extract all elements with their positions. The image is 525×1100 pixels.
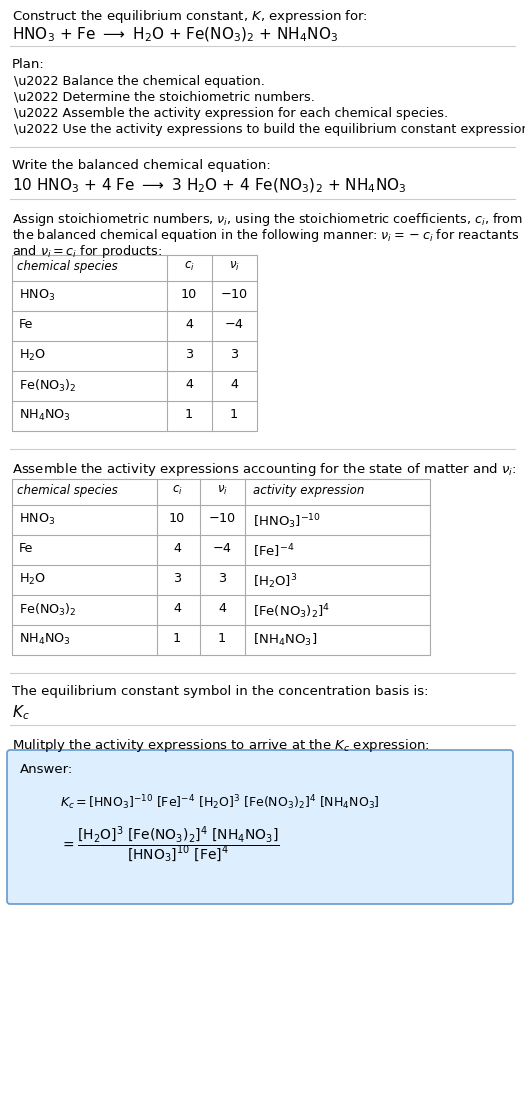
Text: $[\mathrm{Fe}]^{-4}$: $[\mathrm{Fe}]^{-4}$ — [253, 542, 295, 560]
Text: $\mathrm{Fe(NO_3)_2}$: $\mathrm{Fe(NO_3)_2}$ — [19, 378, 77, 394]
Text: 3: 3 — [185, 348, 193, 361]
Text: $\mathrm{NH_4NO_3}$: $\mathrm{NH_4NO_3}$ — [19, 632, 71, 647]
Text: $K_c$: $K_c$ — [12, 703, 30, 722]
Text: $K_c = [\mathrm{HNO_3}]^{-10}\ [\mathrm{Fe}]^{-4}\ [\mathrm{H_2O}]^{3}\ [\mathrm: $K_c = [\mathrm{HNO_3}]^{-10}\ [\mathrm{… — [60, 793, 380, 812]
Text: Assign stoichiometric numbers, $\nu_i$, using the stoichiometric coefficients, $: Assign stoichiometric numbers, $\nu_i$, … — [12, 211, 523, 228]
Text: $-10$: $-10$ — [220, 288, 248, 301]
FancyBboxPatch shape — [7, 750, 513, 904]
Text: activity expression: activity expression — [253, 484, 364, 497]
Text: chemical species: chemical species — [17, 484, 118, 497]
Text: Answer:: Answer: — [20, 763, 74, 776]
Text: $c_i$: $c_i$ — [172, 484, 182, 497]
Text: Mulitply the activity expressions to arrive at the $K_c$ expression:: Mulitply the activity expressions to arr… — [12, 737, 430, 754]
Text: $\mathrm{H_2O}$: $\mathrm{H_2O}$ — [19, 348, 46, 363]
Text: 4: 4 — [218, 602, 226, 615]
Text: $\nu_i$: $\nu_i$ — [228, 260, 239, 273]
Text: 10: 10 — [181, 288, 197, 301]
Text: 1: 1 — [185, 408, 193, 421]
Text: $\mathrm{HNO_3}$: $\mathrm{HNO_3}$ — [19, 512, 55, 527]
Text: 4: 4 — [185, 318, 193, 331]
Text: 3: 3 — [230, 348, 238, 361]
Text: $\mathrm{HNO_3}$ + Fe $\longrightarrow$ $\mathrm{H_2O}$ + $\mathrm{Fe(NO_3)_2}$ : $\mathrm{HNO_3}$ + Fe $\longrightarrow$ … — [12, 26, 338, 44]
Text: \u2022 Assemble the activity expression for each chemical species.: \u2022 Assemble the activity expression … — [14, 107, 448, 120]
Text: $\mathrm{H_2O}$: $\mathrm{H_2O}$ — [19, 572, 46, 587]
Text: $-4$: $-4$ — [212, 542, 232, 556]
Text: $\nu_i$: $\nu_i$ — [217, 484, 227, 497]
Text: Construct the equilibrium constant, $K$, expression for:: Construct the equilibrium constant, $K$,… — [12, 8, 368, 25]
Text: $-10$: $-10$ — [208, 512, 236, 525]
Text: $10\ \mathrm{HNO_3}$ + $4\ \mathrm{Fe}$ $\longrightarrow$ $3\ \mathrm{H_2O}$ + $: $10\ \mathrm{HNO_3}$ + $4\ \mathrm{Fe}$ … — [12, 177, 406, 196]
Text: Write the balanced chemical equation:: Write the balanced chemical equation: — [12, 160, 271, 172]
Text: 3: 3 — [173, 572, 181, 585]
Text: \u2022 Determine the stoichiometric numbers.: \u2022 Determine the stoichiometric numb… — [14, 91, 315, 104]
Text: 4: 4 — [173, 542, 181, 556]
Text: 1: 1 — [218, 632, 226, 645]
Text: \u2022 Balance the chemical equation.: \u2022 Balance the chemical equation. — [14, 75, 265, 88]
Text: 4: 4 — [230, 378, 238, 390]
Text: $c_i$: $c_i$ — [184, 260, 194, 273]
Text: 1: 1 — [230, 408, 238, 421]
Text: $[\mathrm{Fe(NO_3)_2}]^{4}$: $[\mathrm{Fe(NO_3)_2}]^{4}$ — [253, 602, 330, 620]
Text: $\mathrm{Fe(NO_3)_2}$: $\mathrm{Fe(NO_3)_2}$ — [19, 602, 77, 618]
Text: Plan:: Plan: — [12, 58, 45, 72]
Text: 10: 10 — [169, 512, 185, 525]
Text: $[\mathrm{H_2O}]^{3}$: $[\mathrm{H_2O}]^{3}$ — [253, 572, 297, 591]
Text: \u2022 Use the activity expressions to build the equilibrium constant expression: \u2022 Use the activity expressions to b… — [14, 123, 525, 136]
Text: 4: 4 — [185, 378, 193, 390]
Text: $\mathrm{HNO_3}$: $\mathrm{HNO_3}$ — [19, 288, 55, 304]
Text: Fe: Fe — [19, 318, 34, 331]
Text: $-4$: $-4$ — [224, 318, 244, 331]
Text: 4: 4 — [173, 602, 181, 615]
Text: 3: 3 — [218, 572, 226, 585]
Text: 1: 1 — [173, 632, 181, 645]
Text: $= \dfrac{[\mathrm{H_2O}]^{3}\ [\mathrm{Fe(NO_3)_2}]^{4}\ [\mathrm{NH_4NO_3}]}{[: $= \dfrac{[\mathrm{H_2O}]^{3}\ [\mathrm{… — [60, 825, 280, 866]
Text: and $\nu_i = c_i$ for products:: and $\nu_i = c_i$ for products: — [12, 243, 162, 260]
Text: $\mathrm{NH_4NO_3}$: $\mathrm{NH_4NO_3}$ — [19, 408, 71, 424]
Bar — [12, 478, 430, 654]
Text: $[\mathrm{NH_4NO_3}]$: $[\mathrm{NH_4NO_3}]$ — [253, 632, 317, 648]
Text: the balanced chemical equation in the following manner: $\nu_i = -c_i$ for react: the balanced chemical equation in the fo… — [12, 227, 519, 244]
Text: $[\mathrm{HNO_3}]^{-10}$: $[\mathrm{HNO_3}]^{-10}$ — [253, 512, 321, 530]
Text: Fe: Fe — [19, 542, 34, 556]
Bar — [12, 255, 257, 431]
Text: Assemble the activity expressions accounting for the state of matter and $\nu_i$: Assemble the activity expressions accoun… — [12, 461, 517, 478]
Text: chemical species: chemical species — [17, 260, 118, 273]
Text: The equilibrium constant symbol in the concentration basis is:: The equilibrium constant symbol in the c… — [12, 685, 428, 698]
